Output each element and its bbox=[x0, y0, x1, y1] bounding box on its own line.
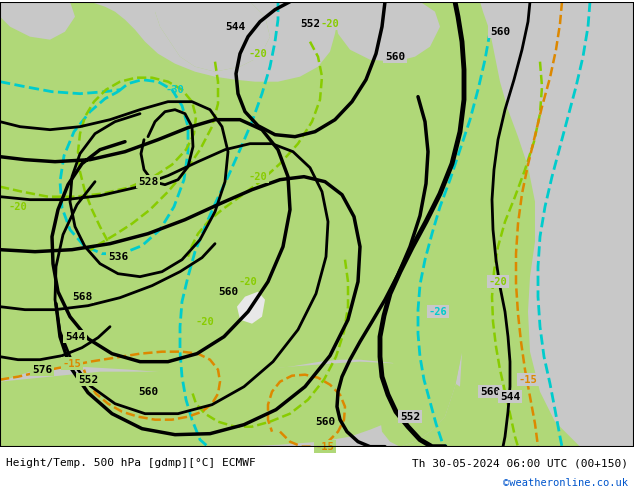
Polygon shape bbox=[90, 1, 340, 82]
Text: -15: -15 bbox=[63, 359, 81, 368]
Text: 560: 560 bbox=[480, 387, 500, 397]
Text: -15: -15 bbox=[316, 441, 334, 452]
Text: 544: 544 bbox=[65, 332, 85, 342]
Text: 528: 528 bbox=[138, 177, 158, 187]
Polygon shape bbox=[0, 352, 462, 447]
Text: 560: 560 bbox=[385, 51, 405, 62]
Polygon shape bbox=[237, 292, 265, 324]
Polygon shape bbox=[335, 1, 440, 62]
Text: 544: 544 bbox=[225, 22, 245, 32]
Text: 552: 552 bbox=[78, 375, 98, 385]
Polygon shape bbox=[380, 72, 485, 447]
Text: 560: 560 bbox=[218, 287, 238, 296]
Text: 568: 568 bbox=[72, 292, 92, 302]
Text: -26: -26 bbox=[429, 307, 448, 317]
Text: 544: 544 bbox=[500, 392, 520, 402]
Text: Height/Temp. 500 hPa [gdmp][°C] ECMWF: Height/Temp. 500 hPa [gdmp][°C] ECMWF bbox=[6, 458, 256, 468]
Text: ©weatheronline.co.uk: ©weatheronline.co.uk bbox=[503, 478, 628, 488]
Text: -20: -20 bbox=[249, 172, 268, 182]
Polygon shape bbox=[0, 362, 445, 447]
Text: 552: 552 bbox=[300, 19, 320, 29]
Polygon shape bbox=[0, 1, 75, 40]
Text: 560: 560 bbox=[490, 26, 510, 37]
Text: Th 30-05-2024 06:00 UTC (00+150): Th 30-05-2024 06:00 UTC (00+150) bbox=[411, 458, 628, 468]
Text: 552: 552 bbox=[400, 412, 420, 422]
Text: 536: 536 bbox=[108, 252, 128, 262]
Text: -20: -20 bbox=[249, 49, 268, 59]
Text: 560: 560 bbox=[138, 387, 158, 397]
Text: -20: -20 bbox=[489, 277, 507, 287]
Text: -20: -20 bbox=[196, 317, 214, 327]
Text: -30: -30 bbox=[165, 85, 184, 95]
Text: -20: -20 bbox=[238, 277, 257, 287]
Text: 560: 560 bbox=[315, 416, 335, 427]
Text: -20: -20 bbox=[321, 19, 339, 29]
Text: 576: 576 bbox=[32, 365, 52, 375]
Polygon shape bbox=[155, 1, 270, 72]
Polygon shape bbox=[480, 1, 634, 447]
Text: -15: -15 bbox=[519, 375, 538, 385]
Text: -20: -20 bbox=[9, 202, 27, 212]
